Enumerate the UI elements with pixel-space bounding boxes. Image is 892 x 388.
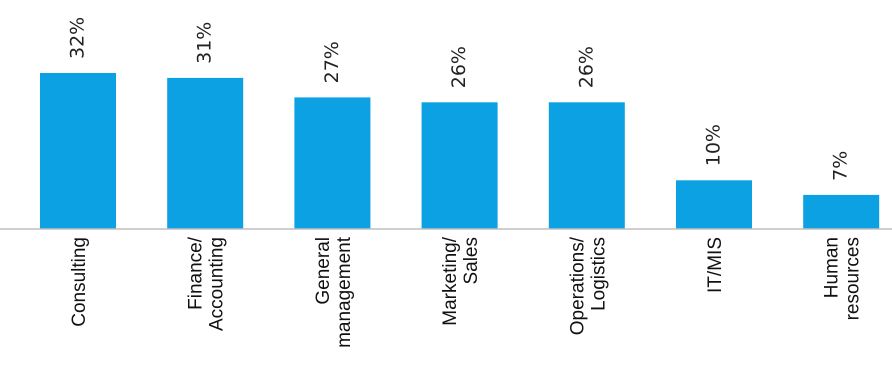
- bar-human-resources: [803, 194, 880, 229]
- data-labels-group: 32% 31% 27% 26% 26% 10% 7%: [67, 17, 852, 181]
- category-label-finance-accounting: Finance/Accounting: [186, 236, 228, 331]
- bar-general-management: [294, 97, 371, 230]
- bars-group: [40, 73, 880, 230]
- category-labels-group: Consulting Finance/Accounting Generalmanag…: [69, 236, 864, 348]
- data-label-consulting: 32%: [67, 17, 89, 59]
- bar-finance-accounting: [167, 77, 244, 230]
- category-label-operations-logistics: Operations/Logistics: [567, 236, 609, 335]
- data-label-human-resources: 7%: [830, 151, 852, 181]
- data-label-it-mis: 10%: [703, 124, 725, 166]
- data-label-operations-logistics: 26%: [575, 46, 597, 88]
- bar-operations-logistics: [548, 102, 625, 230]
- data-label-finance-accounting: 31%: [194, 22, 216, 64]
- category-label-general-management: Generalmanagement: [313, 236, 355, 348]
- category-label-consulting: Consulting: [69, 237, 90, 327]
- category-label-it-mis: IT/MIS: [705, 237, 726, 293]
- bar-marketing-sales: [421, 102, 498, 230]
- category-label-marketing-sales: Marketing/Sales: [440, 236, 482, 325]
- bar-consulting: [40, 73, 116, 229]
- category-label-human-resources: Humanresources: [822, 237, 864, 320]
- data-label-general-management: 27%: [321, 41, 343, 83]
- bar-it-mis: [676, 180, 752, 230]
- data-label-marketing-sales: 26%: [448, 46, 470, 88]
